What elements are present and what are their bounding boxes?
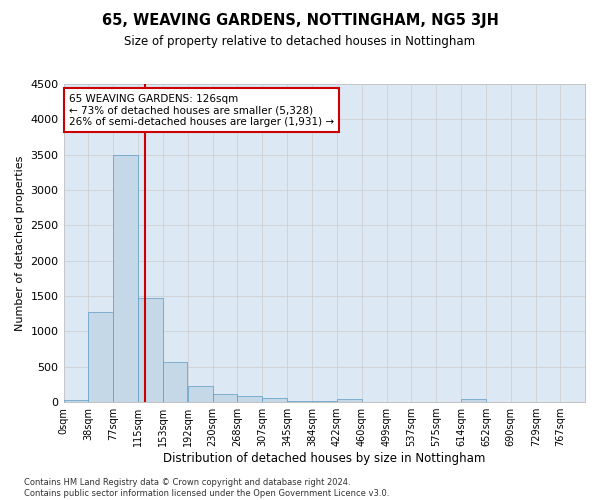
Bar [337, 398, 362, 402]
Text: 65 WEAVING GARDENS: 126sqm
← 73% of detached houses are smaller (5,328)
26% of s: 65 WEAVING GARDENS: 126sqm ← 73% of deta… [69, 94, 334, 126]
Text: Size of property relative to detached houses in Nottingham: Size of property relative to detached ho… [124, 35, 476, 48]
Bar [188, 386, 212, 402]
Bar [163, 362, 187, 402]
Y-axis label: Number of detached properties: Number of detached properties [15, 156, 25, 330]
Bar [88, 312, 113, 402]
X-axis label: Distribution of detached houses by size in Nottingham: Distribution of detached houses by size … [163, 452, 485, 465]
Bar [64, 400, 88, 402]
Bar [113, 154, 138, 402]
Bar [262, 398, 287, 402]
Bar [138, 298, 163, 402]
Bar [287, 400, 311, 402]
Text: Contains HM Land Registry data © Crown copyright and database right 2024.
Contai: Contains HM Land Registry data © Crown c… [24, 478, 389, 498]
Bar [237, 396, 262, 402]
Bar [212, 394, 237, 402]
Bar [461, 400, 486, 402]
Text: 65, WEAVING GARDENS, NOTTINGHAM, NG5 3JH: 65, WEAVING GARDENS, NOTTINGHAM, NG5 3JH [101, 12, 499, 28]
